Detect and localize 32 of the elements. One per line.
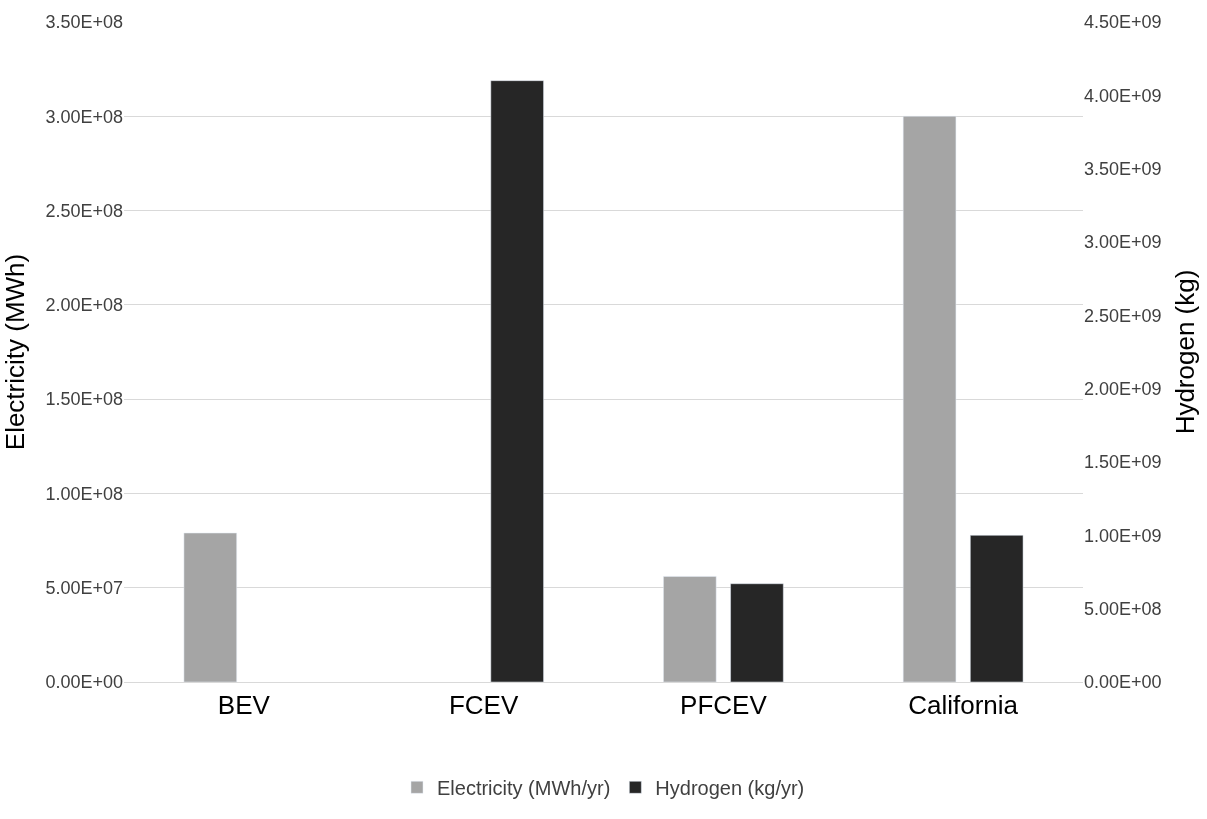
y-tick-label: 2.00E+08	[45, 295, 123, 316]
bar	[663, 576, 717, 682]
y2-tick-label: 1.00E+09	[1084, 525, 1162, 546]
y2-tick-label: 3.50E+09	[1084, 158, 1162, 179]
y2-tick-label: 3.00E+09	[1084, 232, 1162, 253]
legend-label: Electricity (MWh/yr)	[437, 777, 611, 800]
y-tick-label: 2.50E+08	[45, 200, 123, 221]
x-tick-label: FCEV	[448, 690, 519, 721]
bar	[902, 116, 957, 682]
y2-tick-label: 4.50E+09	[1084, 12, 1162, 33]
y2-tick-label: 0.00E+00	[1084, 672, 1162, 693]
bar	[730, 583, 784, 682]
y2-tick-label: 5.00E+08	[1084, 598, 1162, 619]
bar	[970, 535, 1024, 682]
y-tick-label: 1.00E+08	[45, 483, 123, 504]
y2-axis-title: Hydrogen (kg)	[1170, 269, 1201, 435]
y-tick-label: 0.00E+00	[45, 672, 123, 693]
y-tick-label: 3.00E+08	[45, 106, 123, 127]
bar	[183, 532, 237, 682]
y2-tick-label: 2.00E+09	[1084, 378, 1162, 399]
legend-label: Hydrogen (kg/yr)	[655, 777, 805, 800]
bar	[490, 80, 544, 682]
x-tick-label: California	[908, 690, 1019, 721]
y2-tick-label: 2.50E+09	[1084, 305, 1162, 326]
y2-tick-label: 4.00E+09	[1084, 85, 1162, 106]
y-tick-label: 5.00E+07	[45, 578, 123, 599]
y-tick-label: 3.50E+08	[45, 12, 123, 33]
x-tick-label: PFCEV	[680, 690, 768, 721]
y-axis-title: Electricity (MWh)	[0, 253, 30, 451]
x-tick-label: BEV	[217, 690, 271, 721]
y-tick-label: 1.50E+08	[45, 389, 123, 410]
y2-tick-label: 1.50E+09	[1084, 452, 1162, 473]
